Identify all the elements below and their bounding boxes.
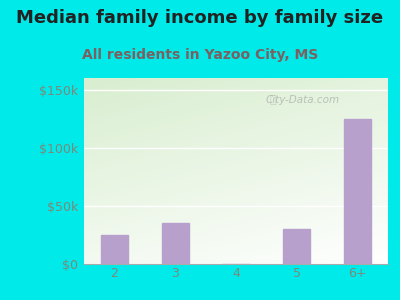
Bar xyxy=(283,229,310,264)
Bar xyxy=(344,119,371,264)
Text: Median family income by family size: Median family income by family size xyxy=(16,9,384,27)
Bar xyxy=(101,235,128,264)
Text: City-Data.com: City-Data.com xyxy=(266,95,340,105)
Text: All residents in Yazoo City, MS: All residents in Yazoo City, MS xyxy=(82,48,318,62)
Bar xyxy=(162,223,189,264)
Text: ⓘ: ⓘ xyxy=(269,95,276,105)
